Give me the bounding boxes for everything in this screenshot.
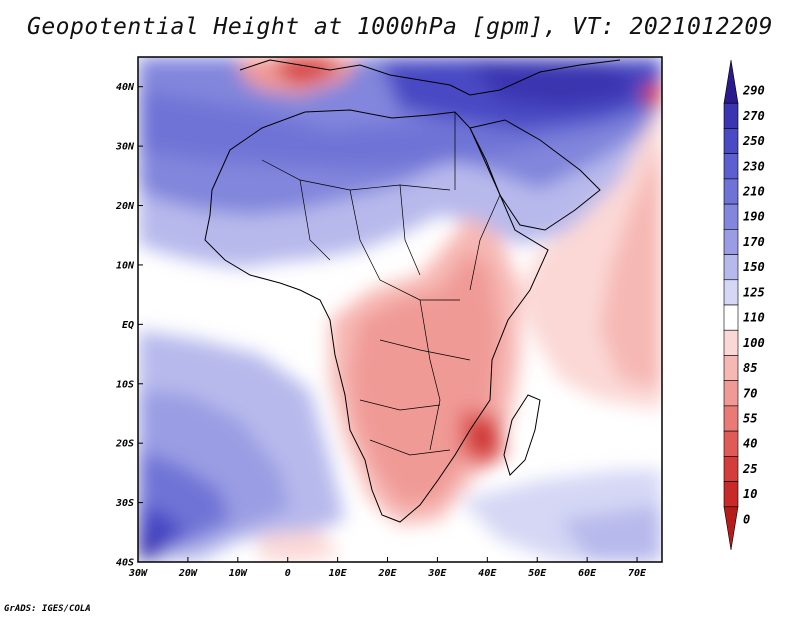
colorbar-label: 250 [742,134,765,148]
colorbar-label: 40 [743,437,757,451]
lat-tick-label: 10N [116,260,135,271]
lon-tick-label: 50E [528,568,547,579]
colorbar-swatch [723,405,739,432]
europe-outline [239,59,621,96]
colorbar-swatch [723,355,739,381]
colorbar-swatch [723,128,739,154]
lon-tick-label: 20W [178,568,198,579]
country-borders [261,112,501,456]
colorbar-label: 230 [742,159,765,173]
colorbar-label: 85 [743,361,757,375]
colorbar-label: 150 [743,260,765,274]
colorbar-swatch [723,506,739,551]
arabia-outline [469,119,601,231]
madagascar-outline [503,394,541,476]
colorbar-swatch [723,178,739,205]
colorbar-swatch [723,329,739,356]
lat-tick-label: 30N [115,142,135,153]
lon-tick-label: 10W [229,568,248,579]
longitude-axis: 30W 20W 10W 0 10E 20E 30E 40E 50E 60E 70E [128,557,647,579]
colorbar-swatch [723,102,739,129]
lon-tick-label: 30W [128,568,148,579]
colorbar-swatch [723,59,739,104]
colorbar-swatch [723,254,739,281]
colorbar-label: 125 [743,285,765,299]
coastlines [204,59,621,523]
lon-tick-label: 60E [578,568,597,579]
lon-tick-label: 0 [285,568,291,579]
colorbar-label: 10 [743,487,757,501]
colorbar-label: 100 [743,336,765,350]
lat-tick-label: 20S [115,439,134,450]
colorbar-label: 190 [743,210,765,224]
colorbar-swatch [723,304,739,331]
colorbar-label: 290 [742,84,765,98]
colorbar-swatch [723,229,739,255]
colorbar-swatch [723,430,739,457]
chart-title: Geopotential Height at 1000hPa [gpm], VT… [26,14,774,40]
lon-tick-label: 20E [377,568,397,579]
latitude-axis: 40N 30N 20N 10N EQ 10S 20S 30S 40S [115,82,143,569]
height-field [138,57,662,562]
colorbar-label: 70 [743,386,757,400]
lon-tick-label: 30E [427,568,447,579]
colorbar-label: 55 [743,412,757,426]
plot-frame [137,56,663,563]
colorbar-label: 210 [742,185,765,199]
lon-tick-label: 40E [478,568,497,579]
colorbar-label: 0 [743,512,750,526]
colorbar-swatch [723,481,739,508]
lon-tick-label: 10E [329,568,348,579]
colorbar-label: 110 [743,311,765,325]
colorbar: 2902702502302101901701501251101008570554… [723,59,765,551]
lat-tick-label: EQ [122,320,134,331]
africa-coastline [204,109,549,523]
colorbar-swatch [723,279,739,306]
lat-tick-label: 40S [116,558,134,569]
colorbar-label: 25 [742,462,757,476]
colorbar-swatch [723,203,739,230]
colorbar-swatch [723,380,739,407]
lat-tick-label: 40N [116,82,135,93]
lat-tick-label: 20N [115,201,135,212]
lat-tick-label: 30S [115,498,134,509]
colorbar-label: 170 [743,235,765,249]
colorbar-label: 270 [742,109,765,123]
grads-credit: GrADS: IGES/COLA [4,604,91,614]
lon-tick-label: 70E [628,568,647,579]
lat-tick-label: 10S [116,379,134,390]
colorbar-swatch [723,456,739,482]
colorbar-swatch [723,153,739,180]
